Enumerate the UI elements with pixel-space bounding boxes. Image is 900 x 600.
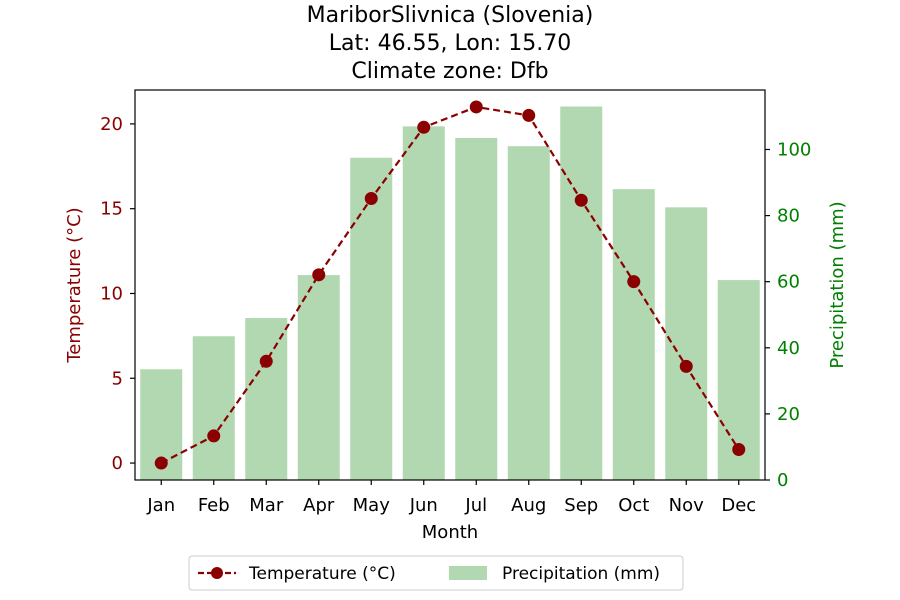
right-y-tick-label-100: 100: [777, 139, 811, 160]
right-y-tick-label-80: 80: [777, 206, 800, 227]
temperature-point-oct: [627, 275, 641, 289]
temperature-point-jul: [469, 100, 483, 114]
x-tick-label-mar: Mar: [249, 495, 284, 516]
left-y-axis-ticks: 0 5 10 15 20: [100, 114, 135, 474]
legend-temperature-marker-icon: [211, 567, 223, 579]
temperature-point-apr: [312, 268, 326, 282]
x-tick-label-apr: Apr: [303, 495, 335, 516]
temperature-point-jan: [154, 456, 168, 470]
right-y-tick-label-0: 0: [777, 470, 788, 491]
precipitation-bar-apr: [297, 275, 340, 480]
temperature-line: [160, 105, 740, 465]
precipitation-bar-aug: [507, 146, 550, 480]
precipitation-bar-jul: [455, 137, 498, 481]
right-y-tick-label-60: 60: [777, 272, 800, 293]
legend: Temperature (°C) Precipitation (mm): [188, 555, 684, 591]
left-y-tick-label-5: 5: [112, 368, 123, 389]
chart-title-line-1: MariborSlivnica (Slovenia): [307, 3, 594, 28]
precipitation-bar-may: [350, 157, 393, 480]
right-y-axis-ticks: 0 20 40 60 80 100: [765, 139, 811, 491]
x-tick-label-aug: Aug: [511, 495, 546, 516]
left-y-tick-label-15: 15: [100, 199, 123, 220]
right-y-tick-label-20: 20: [777, 404, 800, 425]
temperature-series-line: [160, 105, 740, 465]
right-y-axis-label: Precipitation (mm): [827, 201, 848, 368]
right-y-tick-label-40: 40: [777, 338, 800, 359]
x-tick-label-sep: Sep: [564, 495, 598, 516]
x-axis-ticks: Jan Feb Mar Apr May Jun Jul Aug Sep Oct Nov Dec: [146, 480, 756, 516]
chart-title-line-2: Lat: 46.55, Lon: 15.70: [329, 31, 571, 56]
precipitation-bars: [140, 106, 760, 481]
temperature-point-mar: [259, 354, 273, 368]
left-y-tick-label-0: 0: [112, 453, 123, 474]
x-tick-label-nov: Nov: [669, 495, 704, 516]
left-y-tick-label-10: 10: [100, 283, 123, 304]
temperature-point-jun: [417, 120, 431, 134]
x-tick-label-jun: Jun: [409, 495, 438, 516]
x-axis-label: Month: [422, 522, 478, 543]
legend-precipitation-label: Precipitation (mm): [502, 564, 660, 584]
temperature-point-sep: [574, 193, 588, 207]
legend-temperature-label: Temperature (°C): [248, 564, 396, 584]
precipitation-bar-mar: [245, 318, 288, 480]
precipitation-bar-feb: [192, 336, 235, 480]
temperature-point-may: [364, 192, 378, 206]
temperature-point-feb: [207, 429, 221, 443]
temperature-point-dec: [732, 442, 746, 456]
x-tick-label-oct: Oct: [618, 495, 649, 516]
precipitation-bar-oct: [612, 189, 655, 481]
temperature-point-aug: [522, 108, 536, 122]
legend-precipitation-swatch-icon: [449, 566, 487, 580]
precipitation-bar-jun: [402, 126, 445, 481]
chart-title: MariborSlivnica (Slovenia) Lat: 46.55, L…: [307, 3, 594, 84]
x-tick-label-feb: Feb: [198, 495, 230, 516]
precipitation-bar-sep: [560, 106, 603, 480]
x-tick-label-jul: Jul: [464, 495, 487, 516]
x-tick-label-jan: Jan: [146, 495, 175, 516]
plot-frame: [134, 89, 766, 481]
chart-title-line-3: Climate zone: Dfb: [351, 59, 548, 84]
temperature-points: [154, 100, 746, 470]
left-y-axis-label: Temperature (°C): [64, 207, 85, 363]
x-tick-label-may: May: [353, 495, 391, 516]
left-y-tick-label-20: 20: [100, 114, 123, 135]
precipitation-bar-nov: [665, 207, 708, 480]
x-tick-label-dec: Dec: [721, 495, 756, 516]
legend-box: [188, 555, 684, 591]
temperature-point-nov: [679, 359, 693, 373]
